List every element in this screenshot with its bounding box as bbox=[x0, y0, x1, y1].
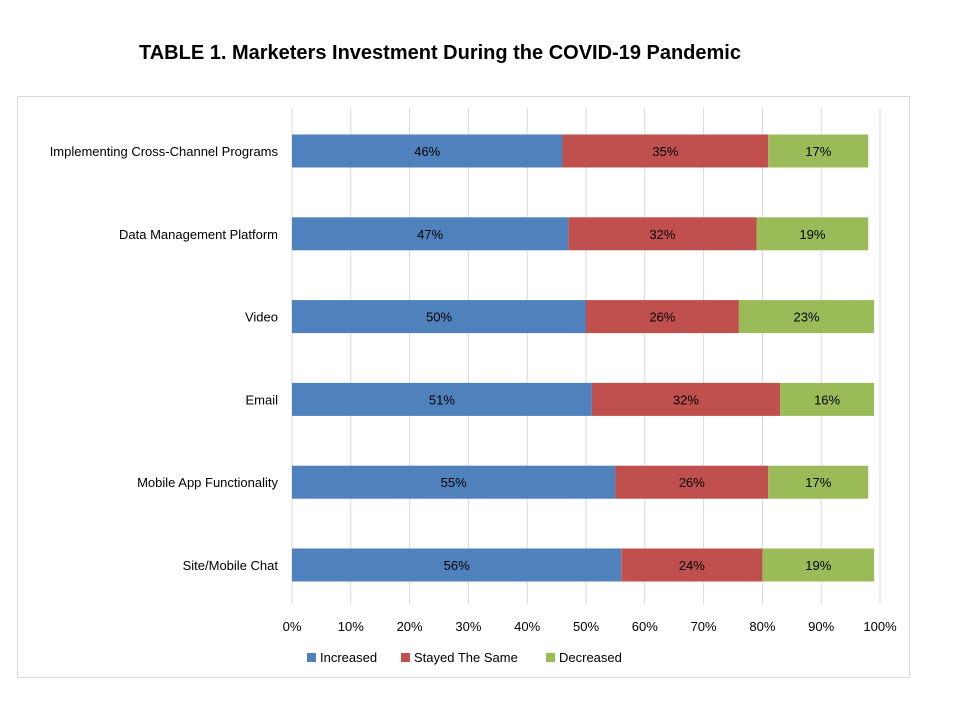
data-label: 46% bbox=[414, 144, 440, 159]
data-label: 23% bbox=[793, 310, 819, 325]
data-label: 24% bbox=[679, 558, 705, 573]
x-tick-label: 30% bbox=[455, 619, 481, 634]
data-label: 51% bbox=[429, 392, 455, 407]
category-label: Email bbox=[245, 392, 278, 407]
x-tick-label: 70% bbox=[691, 619, 717, 634]
bar-segment-decreased bbox=[768, 465, 869, 499]
x-tick-label: 90% bbox=[808, 619, 834, 634]
bar-segment-increased bbox=[292, 465, 616, 499]
legend-label: Increased bbox=[320, 650, 377, 665]
bar-segment-increased bbox=[292, 300, 586, 334]
data-label: 26% bbox=[679, 475, 705, 490]
bar-segment-increased bbox=[292, 548, 622, 582]
data-label: 32% bbox=[673, 392, 699, 407]
category-label: Data Management Platform bbox=[119, 227, 278, 242]
data-label: 16% bbox=[814, 392, 840, 407]
bar-segment-stayed-the-same bbox=[591, 382, 781, 416]
bar-segment-increased bbox=[292, 217, 569, 251]
data-label: 17% bbox=[805, 475, 831, 490]
chart-frame bbox=[17, 96, 910, 678]
legend-label: Decreased bbox=[559, 650, 622, 665]
x-tick-label: 20% bbox=[397, 619, 423, 634]
bar-segment-decreased bbox=[768, 134, 869, 168]
bar-segment-decreased bbox=[756, 217, 869, 251]
data-label: 50% bbox=[426, 310, 452, 325]
x-tick-label: 60% bbox=[632, 619, 658, 634]
x-tick-label: 10% bbox=[338, 619, 364, 634]
category-label: Implementing Cross-Channel Programs bbox=[50, 144, 279, 159]
bar-segment-increased bbox=[292, 382, 592, 416]
bar-segment-decreased bbox=[762, 548, 875, 582]
data-label: 17% bbox=[805, 144, 831, 159]
bar-segment-increased bbox=[292, 134, 563, 168]
data-label: 19% bbox=[799, 227, 825, 242]
x-tick-label: 100% bbox=[863, 619, 897, 634]
legend-swatch bbox=[546, 653, 555, 662]
chart-title: TABLE 1. Marketers Investment During the… bbox=[138, 42, 741, 64]
bar-segment-stayed-the-same bbox=[621, 548, 763, 582]
category-label: Video bbox=[245, 310, 278, 325]
data-label: 26% bbox=[649, 310, 675, 325]
data-label: 32% bbox=[649, 227, 675, 242]
x-tick-label: 40% bbox=[514, 619, 540, 634]
legend-swatch bbox=[401, 653, 410, 662]
data-label: 19% bbox=[805, 558, 831, 573]
data-label: 47% bbox=[417, 227, 443, 242]
data-label: 35% bbox=[652, 144, 678, 159]
bar-segment-stayed-the-same bbox=[562, 134, 769, 168]
legend-label: Stayed The Same bbox=[414, 650, 518, 665]
category-label: Mobile App Functionality bbox=[137, 475, 278, 490]
bar-segment-decreased bbox=[780, 382, 875, 416]
x-tick-label: 80% bbox=[749, 619, 775, 634]
bar-segment-stayed-the-same bbox=[615, 465, 769, 499]
category-label: Site/Mobile Chat bbox=[183, 558, 279, 573]
data-label: 55% bbox=[441, 475, 467, 490]
bar-segment-decreased bbox=[738, 300, 875, 334]
bar-segment-stayed-the-same bbox=[568, 217, 757, 251]
x-tick-label: 50% bbox=[573, 619, 599, 634]
data-label: 56% bbox=[444, 558, 470, 573]
x-tick-label: 0% bbox=[283, 619, 302, 634]
legend-swatch bbox=[307, 653, 316, 662]
bar-segment-stayed-the-same bbox=[586, 300, 739, 334]
